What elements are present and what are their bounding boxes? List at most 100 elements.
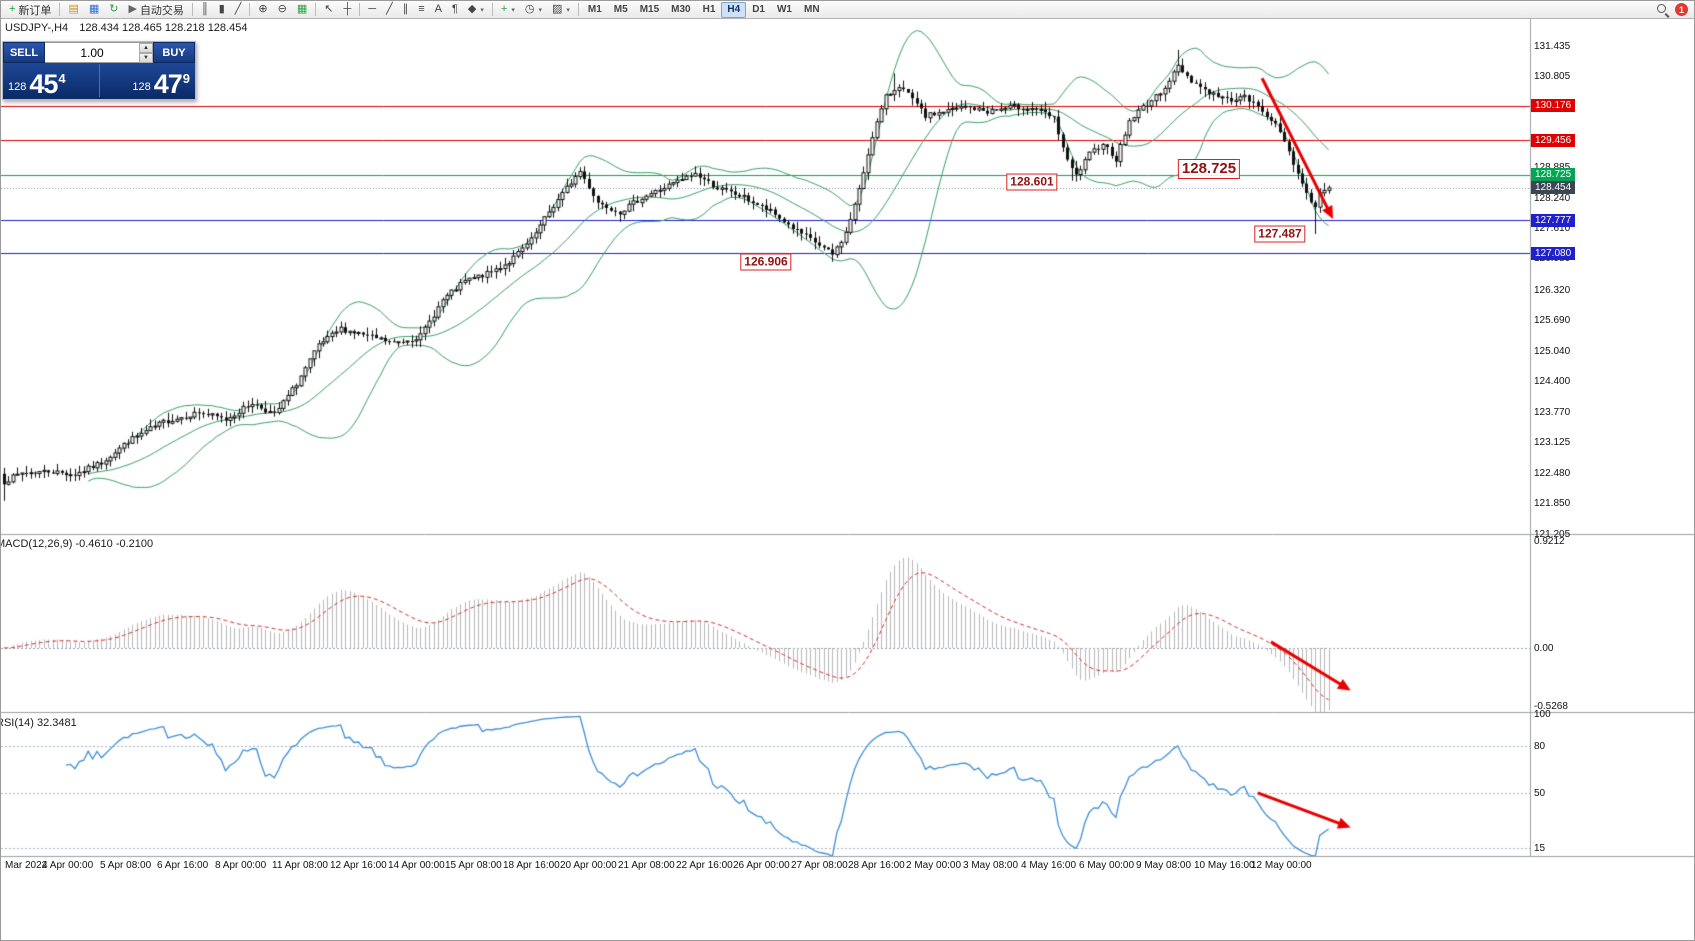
volume-input[interactable] bbox=[45, 43, 139, 62]
candlestick-chart-button[interactable]: ▮ bbox=[214, 2, 230, 18]
timeframe-button-m30[interactable]: M30 bbox=[671, 4, 691, 15]
ask-main: 128 bbox=[132, 81, 151, 93]
timeframe-button-m5[interactable]: M5 bbox=[613, 4, 628, 15]
new-order-button[interactable]: + 新订单 bbox=[4, 2, 56, 18]
timeframe-button-w1[interactable]: W1 bbox=[776, 4, 792, 15]
text-button[interactable]: A bbox=[430, 2, 447, 18]
ask-big-digits: 47 bbox=[153, 69, 183, 100]
time-label: 15 Apr 08:00 bbox=[445, 860, 502, 871]
price-tick-label: 124.400 bbox=[1534, 376, 1571, 387]
indicators-icon: + bbox=[500, 3, 508, 15]
toolbar-items: + 新订单 ▤ ▦ ↻ ▶ 自动交易 ║ ▮ ╱ ⊕ ⊖ ▦ ↖ ┼ ─ ╱ ∥ ≡ A ¶ ◆ ▾ + ▾ ◷ ▾ ▨ ▾ M1 M5 M1… bbox=[4, 1, 1691, 18]
time-label: 12 Apr 16:00 bbox=[330, 860, 387, 871]
time-label: 10 May 16:00 bbox=[1194, 860, 1255, 871]
time-label: 4 Apr 00:00 bbox=[42, 860, 94, 871]
price-annotation[interactable]: 128.601 bbox=[1006, 173, 1058, 191]
price-tick-label: 121.850 bbox=[1534, 498, 1571, 509]
rsi-axis-label: 100 bbox=[1534, 709, 1551, 720]
rsi-indicator-label: RSI(14) 32.3481 bbox=[0, 717, 77, 729]
macd-axis-label: 0.9212 bbox=[1534, 536, 1565, 547]
timeframe-button-m15[interactable]: M15 bbox=[639, 4, 660, 15]
timeframe-button-mn[interactable]: MN bbox=[803, 4, 820, 15]
time-label: 14 Apr 00:00 bbox=[388, 860, 445, 871]
price-annotation[interactable]: 126.906 bbox=[740, 253, 792, 271]
text-icon: A bbox=[434, 3, 442, 15]
price-level-tag: 128.454 bbox=[1531, 181, 1576, 194]
time-label: 12 May 00:00 bbox=[1251, 860, 1312, 871]
algo-trading-icon: ▶ bbox=[128, 3, 137, 15]
indicators-button[interactable]: + ▾ bbox=[496, 2, 520, 18]
horizontal-line-icon: ─ bbox=[368, 3, 377, 15]
new-order-icon: + bbox=[9, 3, 16, 15]
bid-big-digits: 45 bbox=[29, 69, 58, 100]
algo-trading-button[interactable]: ▶ 自动交易 bbox=[123, 2, 188, 18]
buy-button[interactable]: BUY bbox=[153, 42, 195, 63]
time-label: 18 Apr 16:00 bbox=[503, 860, 560, 871]
channel-button[interactable]: ∥ bbox=[398, 2, 414, 18]
notification-badge[interactable]: 1 bbox=[1675, 3, 1688, 16]
time-label: 21 Apr 08:00 bbox=[618, 860, 675, 871]
bid-sup-digit: 4 bbox=[58, 71, 66, 86]
chart-canvas[interactable] bbox=[1, 19, 1694, 940]
dropdown-caret-icon: ▾ bbox=[511, 6, 515, 14]
search-icon[interactable] bbox=[1656, 3, 1670, 17]
bid-ask-divider bbox=[98, 64, 100, 97]
price-level-tag: 127.777 bbox=[1531, 214, 1576, 227]
time-label: 5 Apr 08:00 bbox=[100, 860, 152, 871]
label-icon: ¶ bbox=[451, 3, 458, 15]
fibonacci-button[interactable]: ≡ bbox=[413, 2, 429, 18]
price-tick-label: 123.125 bbox=[1534, 437, 1571, 448]
sell-button[interactable]: SELL bbox=[3, 42, 45, 63]
price-annotation[interactable]: 127.487 bbox=[1254, 225, 1306, 243]
price-tick-label: 126.320 bbox=[1534, 285, 1571, 296]
channel-icon: ∥ bbox=[402, 3, 409, 15]
templates-button[interactable]: ▨ ▾ bbox=[547, 2, 575, 18]
volume-up-icon[interactable]: ▲ bbox=[139, 43, 153, 53]
price-tick-label: 125.040 bbox=[1534, 346, 1571, 357]
trendline-button[interactable]: ╱ bbox=[381, 2, 398, 18]
fibonacci-icon: ≡ bbox=[418, 3, 425, 15]
horizontal-line-button[interactable]: ─ bbox=[363, 2, 381, 18]
bid-price: 128 45 4 bbox=[8, 69, 94, 100]
zoom-out-button[interactable]: ⊖ bbox=[273, 2, 292, 18]
new-order-button-label: 新订单 bbox=[18, 4, 52, 17]
timeframe-button-h4[interactable]: H4 bbox=[721, 1, 747, 18]
bar-chart-button[interactable]: ║ bbox=[196, 2, 214, 18]
cursor-button[interactable]: ↖ bbox=[319, 2, 338, 18]
price-tick-label: 125.690 bbox=[1534, 315, 1571, 326]
dropdown-caret-icon: ▾ bbox=[566, 6, 570, 14]
macd-axis-label: 0.00 bbox=[1534, 643, 1554, 654]
time-label: 11 Apr 08:00 bbox=[272, 860, 328, 871]
crosshair-button[interactable]: ┼ bbox=[338, 2, 356, 18]
time-label: 26 Apr 00:00 bbox=[733, 860, 790, 871]
tile-windows-button[interactable]: ▦ bbox=[292, 2, 312, 18]
time-label: 27 Apr 08:00 bbox=[791, 860, 848, 871]
symbol-period-label: USDJPY-,H4 bbox=[5, 22, 69, 34]
shapes-button[interactable]: ◆ ▾ bbox=[463, 2, 489, 18]
line-chart-button[interactable]: ╱ bbox=[230, 2, 247, 18]
refresh-button[interactable]: ↻ bbox=[104, 2, 123, 18]
timeframe-button-d1[interactable]: D1 bbox=[752, 4, 765, 15]
refresh-icon: ↻ bbox=[109, 3, 119, 15]
market-watch-button[interactable]: ▦ bbox=[84, 2, 104, 18]
price-annotation[interactable]: 128.725 bbox=[1177, 159, 1241, 179]
price-tick-label: 123.770 bbox=[1534, 407, 1571, 418]
zoom-in-button[interactable]: ⊕ bbox=[253, 2, 272, 18]
macd-axis-label: -0.5268 bbox=[1534, 701, 1568, 712]
one-click-trading-widget: SELL ▲ ▼ BUY 128 45 4 128 47 9 bbox=[2, 41, 196, 100]
bid-main: 128 bbox=[8, 81, 27, 93]
time-label: Mar 2022 bbox=[5, 860, 48, 871]
price-tick-label: 128.240 bbox=[1534, 193, 1571, 204]
periods-button[interactable]: ◷ ▾ bbox=[520, 2, 547, 18]
new-chart-button[interactable]: ▤ bbox=[63, 2, 83, 18]
time-label: 4 May 16:00 bbox=[1021, 860, 1077, 871]
macd-indicator-label: MACD(12,26,9) -0.4610 -0.2100 bbox=[0, 538, 154, 550]
time-label: 3 May 08:00 bbox=[963, 860, 1019, 871]
label-button[interactable]: ¶ bbox=[447, 2, 463, 18]
price-tick-label: 130.805 bbox=[1534, 71, 1571, 82]
timeframe-button-m1[interactable]: M1 bbox=[587, 4, 602, 15]
timeframe-button-h1[interactable]: H1 bbox=[702, 4, 716, 15]
time-label: 22 Apr 16:00 bbox=[676, 860, 733, 871]
candlestick-chart-icon: ▮ bbox=[218, 3, 225, 15]
volume-down-icon[interactable]: ▼ bbox=[139, 53, 153, 63]
